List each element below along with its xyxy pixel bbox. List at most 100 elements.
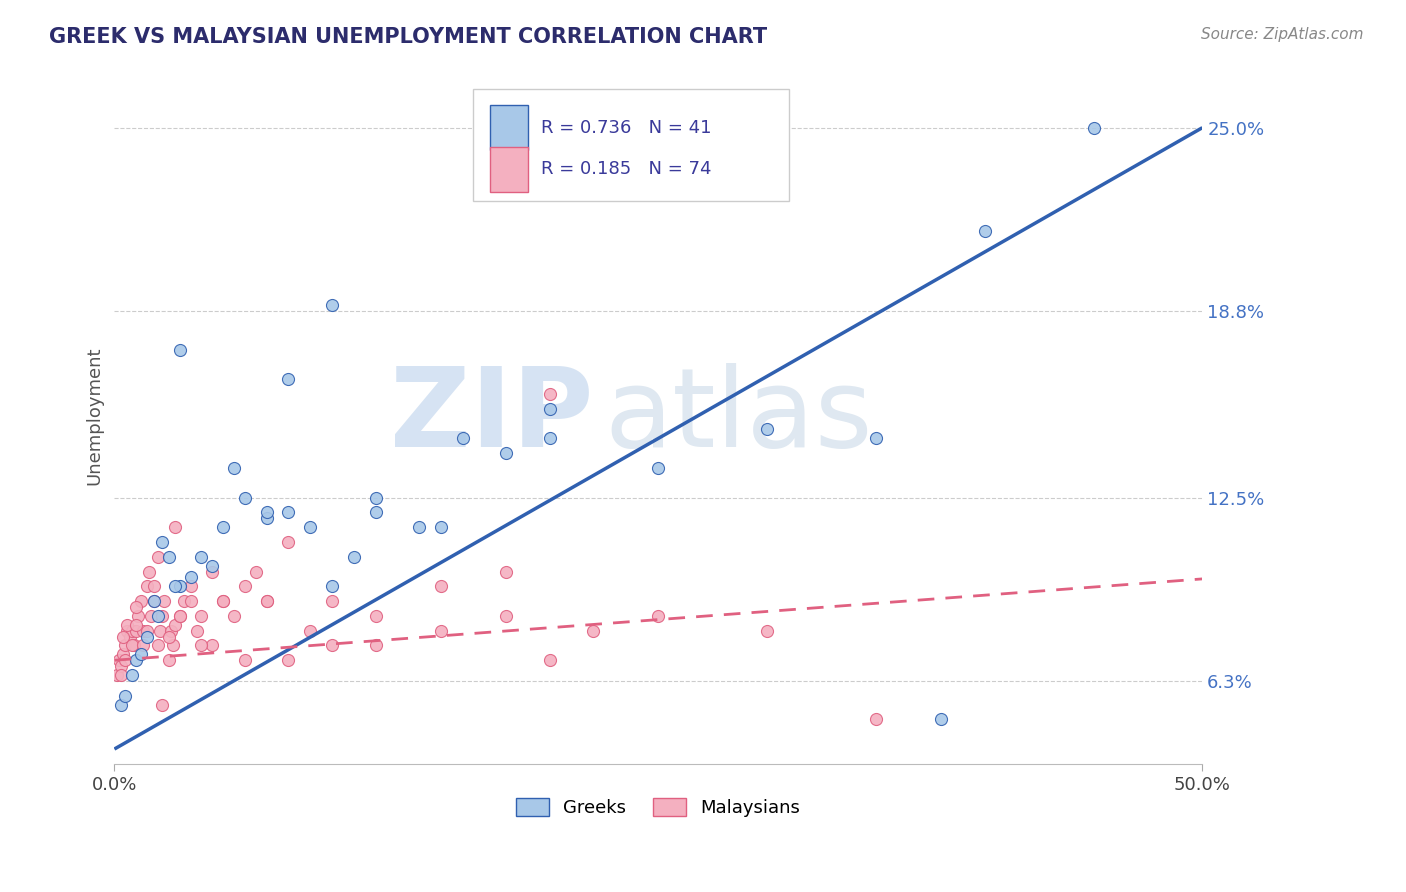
Point (190, 639, 212, 653)
Point (277, 653, 299, 667)
Point (129, 648, 152, 662)
Point (364, 639, 387, 653)
Point (121, 668, 143, 682)
Point (125, 653, 148, 667)
Point (142, 594, 165, 608)
Point (117, 624, 139, 638)
Point (180, 570, 202, 584)
Point (169, 608, 191, 623)
Point (299, 624, 322, 638)
Point (256, 511, 278, 525)
Point (165, 520, 187, 534)
Point (256, 505, 278, 519)
Point (136, 624, 159, 638)
Point (756, 624, 779, 638)
Point (430, 579, 453, 593)
Point (146, 639, 169, 653)
Point (495, 608, 517, 623)
Point (153, 594, 176, 608)
Point (190, 549, 212, 564)
Point (169, 608, 191, 623)
Point (150, 535, 173, 549)
Point (180, 579, 202, 593)
Point (256, 594, 278, 608)
Point (131, 624, 153, 638)
Point (408, 520, 430, 534)
Point (165, 579, 187, 593)
Point (277, 372, 299, 386)
Bar (474, 89, 789, 201)
Point (212, 594, 235, 608)
Point (112, 630, 135, 644)
Text: Source: ZipAtlas.com: Source: ZipAtlas.com (1201, 27, 1364, 42)
Point (321, 639, 343, 653)
Point (495, 565, 517, 579)
Point (118, 630, 141, 644)
Point (756, 422, 779, 436)
Point (299, 520, 322, 534)
Point (430, 624, 453, 638)
Point (865, 713, 887, 727)
Point (165, 617, 187, 632)
Point (125, 617, 148, 632)
Bar (489, 147, 527, 192)
Point (929, 713, 952, 727)
Point (538, 431, 561, 445)
Point (114, 689, 136, 703)
Point (112, 648, 135, 662)
Point (117, 617, 139, 632)
Point (201, 565, 224, 579)
Point (150, 608, 173, 623)
Point (150, 698, 173, 712)
Point (121, 624, 143, 638)
Point (538, 401, 561, 416)
Bar (489, 105, 527, 150)
Point (114, 639, 136, 653)
Point (647, 461, 669, 475)
Point (245, 565, 267, 579)
Point (180, 594, 202, 608)
Point (364, 505, 387, 519)
Point (277, 505, 299, 519)
Point (538, 653, 561, 667)
Point (321, 298, 343, 312)
Point (364, 491, 387, 505)
Point (127, 608, 149, 623)
Point (582, 624, 605, 638)
Point (538, 387, 561, 401)
Point (495, 446, 517, 460)
Point (201, 558, 224, 573)
Point (212, 594, 235, 608)
Point (865, 431, 887, 445)
Point (233, 579, 256, 593)
Point (162, 639, 184, 653)
Point (233, 491, 256, 505)
Point (256, 594, 278, 608)
Point (142, 594, 165, 608)
Point (157, 549, 180, 564)
Y-axis label: Unemployment: Unemployment (86, 347, 103, 485)
Point (149, 624, 172, 638)
Legend: Greeks, Malaysians: Greeks, Malaysians (509, 790, 807, 824)
Text: R = 0.185   N = 74: R = 0.185 N = 74 (541, 161, 711, 178)
Point (364, 608, 387, 623)
Point (343, 549, 366, 564)
Point (136, 630, 159, 644)
Point (157, 653, 180, 667)
Point (146, 608, 169, 623)
Point (973, 224, 995, 238)
Text: R = 0.736   N = 41: R = 0.736 N = 41 (541, 119, 711, 136)
Point (451, 431, 474, 445)
Point (107, 653, 129, 667)
Point (110, 668, 132, 682)
Point (141, 608, 163, 623)
Point (212, 520, 235, 534)
Point (321, 594, 343, 608)
Point (321, 579, 343, 593)
Point (201, 639, 224, 653)
Point (157, 630, 180, 644)
Point (173, 594, 195, 608)
Point (122, 639, 145, 653)
Point (110, 659, 132, 673)
Point (169, 343, 191, 357)
